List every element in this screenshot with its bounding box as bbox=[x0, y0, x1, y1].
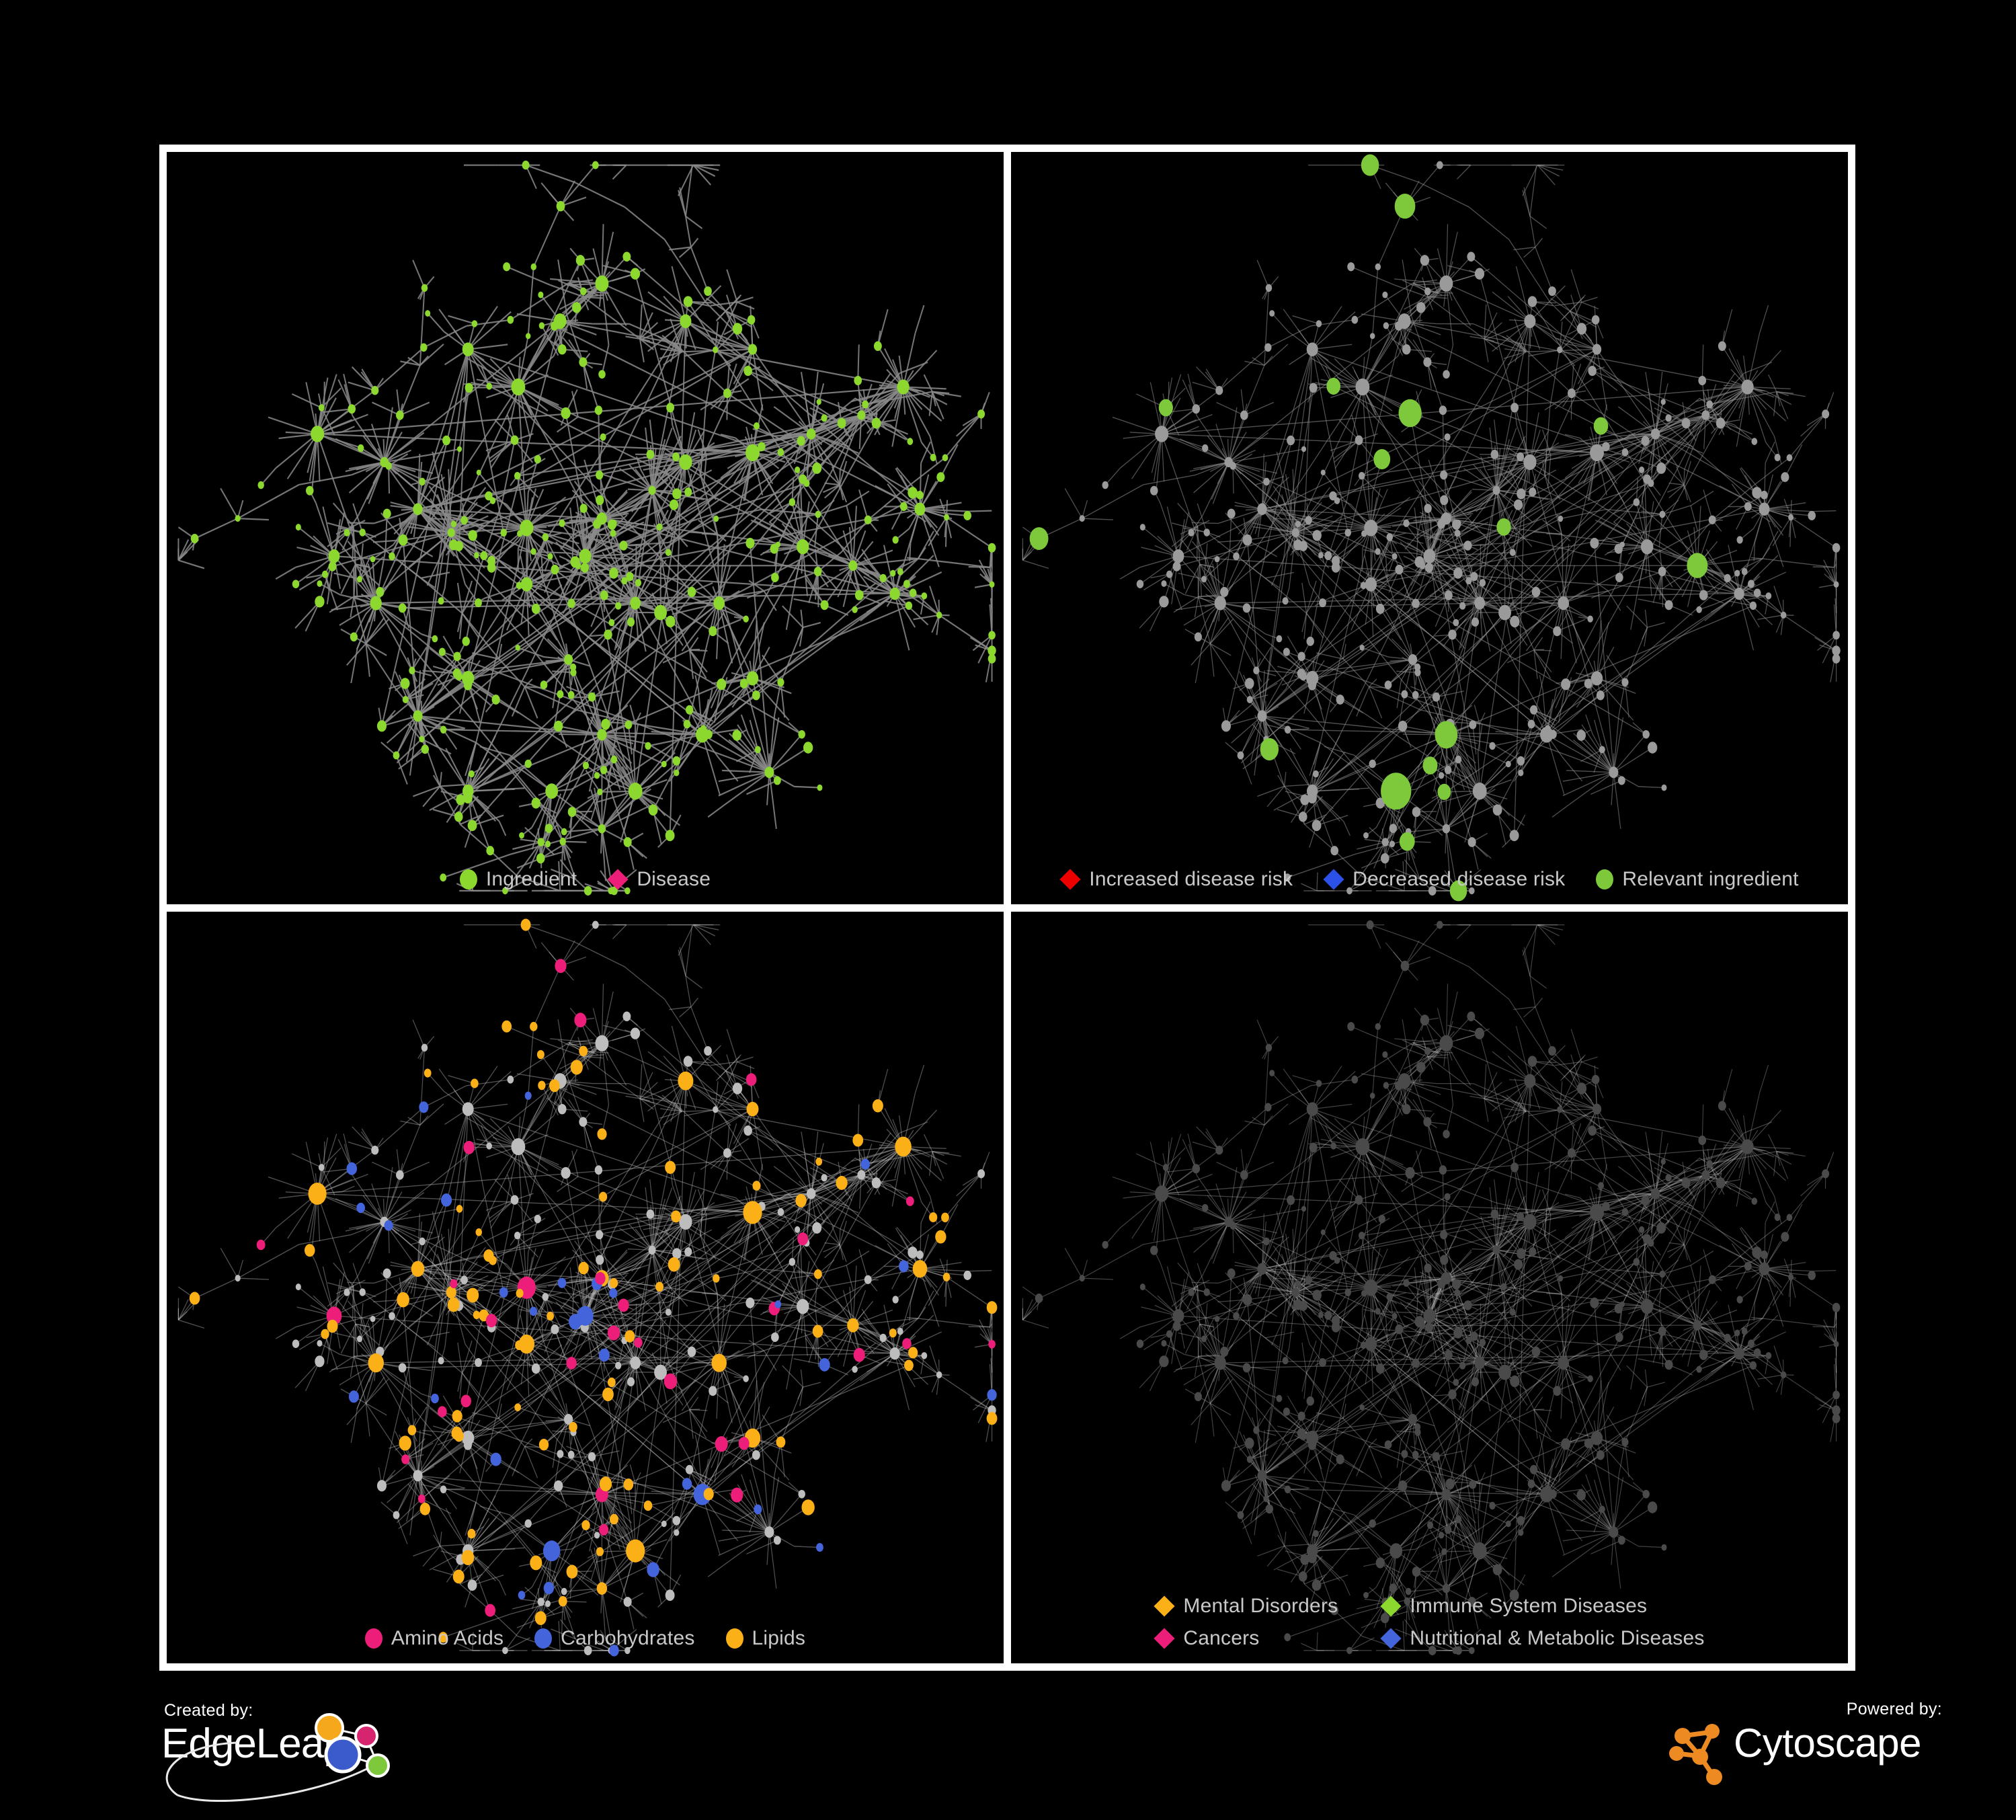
edgeleap-node-icon bbox=[165, 1713, 390, 1802]
panel-ingredient-disease[interactable]: Ingredient Disease bbox=[167, 152, 1004, 904]
footer: Created by: EdgeLeap Powered by: Cytosca… bbox=[0, 1674, 2016, 1820]
network-canvas-1[interactable] bbox=[167, 152, 1004, 904]
network-canvas-2[interactable] bbox=[1011, 152, 1848, 904]
panel-disease-risk[interactable]: Increased disease risk Decreased disease… bbox=[1011, 152, 1848, 904]
network-canvas-3[interactable] bbox=[167, 911, 1004, 1664]
network-canvas-4[interactable] bbox=[1011, 911, 1848, 1664]
cytoscape-logo[interactable]: Powered by: Cytoscape bbox=[1660, 1700, 1942, 1801]
created-by-label: Created by: bbox=[164, 1701, 253, 1720]
cytoscape-node-icon bbox=[1669, 1724, 1722, 1785]
panel-disease-class[interactable]: Mental Disorders Cancers Immune System D… bbox=[1011, 911, 1848, 1664]
cytoscape-wordmark: Cytoscape bbox=[1734, 1720, 1921, 1766]
panel-grid: Ingredient Disease Increased disease ris… bbox=[159, 145, 1855, 1671]
edgeleap-logo[interactable]: Created by: EdgeLeap bbox=[156, 1701, 506, 1802]
powered-by-label: Powered by: bbox=[1846, 1700, 1942, 1718]
panel-ingredient-class[interactable]: Amino Acids Carbohydrates Lipids bbox=[167, 911, 1004, 1664]
